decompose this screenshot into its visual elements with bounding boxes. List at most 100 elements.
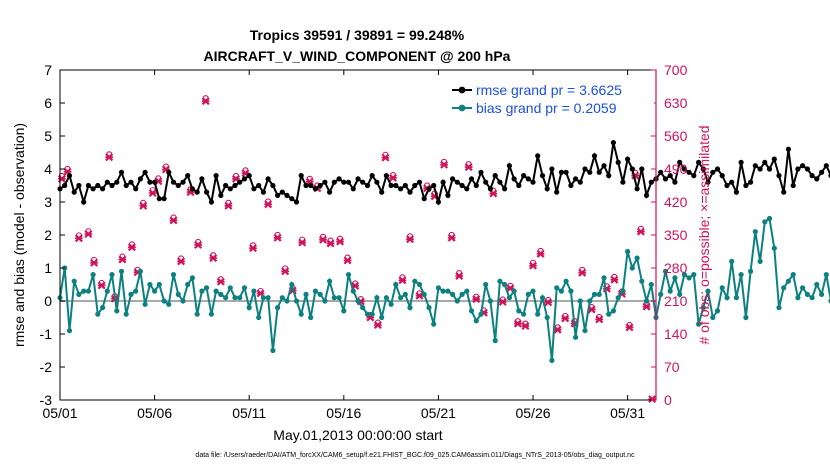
obs-assimilated-point	[464, 163, 473, 172]
rmse-point	[331, 179, 337, 185]
rmse-point	[648, 179, 654, 185]
bias-point	[293, 298, 300, 304]
rmse-point	[686, 169, 692, 175]
rmse-point	[256, 182, 262, 189]
rmse-point	[672, 179, 678, 185]
obs-assimilated-point	[544, 298, 553, 307]
rmse-point	[128, 179, 134, 185]
rmse-point	[625, 156, 631, 162]
bias-point	[511, 288, 517, 294]
rmse-point	[596, 169, 602, 175]
legend-rmse-label: rmse grand pr = 3.6625	[476, 82, 622, 98]
rmse-point	[819, 169, 825, 175]
bias-point	[766, 215, 773, 222]
rmse-point	[677, 159, 683, 165]
rmse-point	[199, 176, 205, 182]
y2-axis-label: # of obs: o=possible; ×=assimilated	[696, 125, 712, 344]
bias-point	[506, 295, 512, 301]
legend-rmse-marker	[458, 86, 466, 94]
rmse-point	[823, 163, 829, 169]
rmse-point	[615, 159, 621, 165]
bias-point	[819, 291, 825, 297]
bias-point	[525, 291, 531, 297]
rmse-point	[208, 199, 214, 205]
bias-point	[643, 298, 650, 304]
obs-assimilated-point	[472, 295, 481, 304]
data-file-footer: data file: /Users/raeder/DAI/ATM_forcXX/…	[195, 452, 635, 459]
series-layer	[57, 140, 830, 363]
rmse-point	[289, 196, 295, 202]
rmse-point	[308, 182, 314, 189]
rmse-point	[483, 179, 489, 185]
bias-point	[468, 308, 475, 314]
rmse-point	[345, 179, 352, 185]
rmse-point	[421, 196, 427, 202]
bias-point	[71, 278, 77, 284]
obs-assimilated-point	[97, 281, 106, 290]
bias-point	[204, 285, 210, 291]
y-tick-label: -1	[40, 326, 53, 342]
bias-point	[577, 298, 583, 304]
rmse-point	[161, 196, 167, 202]
y2-tick-label: 70	[664, 359, 680, 375]
rmse-point	[766, 166, 773, 172]
y2-tick-label: 420	[664, 194, 688, 210]
y-tick-label: 1	[44, 260, 52, 276]
obs-assimilated-point	[74, 234, 83, 243]
x-tick-label: 05/01	[42, 405, 77, 421]
obs-assimilated-point	[216, 277, 225, 286]
rmse-point	[137, 176, 143, 182]
rmse-point	[563, 169, 569, 175]
bias-point	[100, 305, 106, 311]
y2-tick-label: 350	[664, 227, 688, 243]
rmse-point	[114, 179, 120, 185]
obs-assimilated-point	[648, 395, 657, 404]
rmse-point	[402, 182, 408, 189]
bias-point	[345, 272, 352, 278]
bias-point	[383, 295, 389, 301]
rmse-point	[610, 140, 617, 146]
obs-assimilated-point	[578, 268, 587, 277]
rmse-point	[662, 176, 669, 182]
obs-assimilated-point	[264, 200, 273, 209]
rmse-point	[260, 189, 266, 195]
bias-point	[275, 305, 281, 311]
bias-point	[152, 288, 158, 294]
bias-point	[459, 291, 465, 297]
bias-point	[284, 298, 290, 304]
rmse-point	[795, 166, 801, 172]
rmse-point	[156, 196, 162, 202]
bias-point	[260, 295, 266, 301]
rmse-point	[327, 189, 333, 195]
rmse-point	[639, 166, 645, 172]
rmse-point	[681, 166, 688, 172]
rmse-point	[468, 176, 475, 182]
y-tick-label: -2	[40, 359, 53, 375]
bias-point	[785, 278, 792, 284]
legend-bias-marker	[458, 104, 466, 112]
bias-point	[804, 291, 811, 297]
bias-point	[738, 272, 744, 278]
rmse-point	[554, 189, 560, 195]
bias-point	[473, 318, 479, 324]
y-tick-label: 5	[44, 128, 52, 144]
obs-assimilated-point	[224, 201, 233, 210]
obs-assimilated-point	[489, 189, 498, 198]
bias-point	[658, 291, 664, 297]
bias-point	[379, 314, 385, 321]
bias-point	[90, 272, 96, 278]
rmse-point	[251, 186, 257, 192]
rmse-point	[539, 173, 546, 179]
bias-point	[790, 272, 796, 278]
rmse-point	[535, 153, 541, 159]
rmse-point	[109, 182, 115, 189]
rmse-point	[582, 166, 588, 172]
rmse-point	[634, 186, 640, 192]
rmse-point	[90, 186, 96, 192]
y2-tick-label: 280	[664, 260, 688, 276]
bias-point	[535, 311, 541, 317]
bias-point	[303, 291, 309, 297]
bias-point	[729, 258, 735, 264]
rmse-point	[312, 186, 318, 192]
